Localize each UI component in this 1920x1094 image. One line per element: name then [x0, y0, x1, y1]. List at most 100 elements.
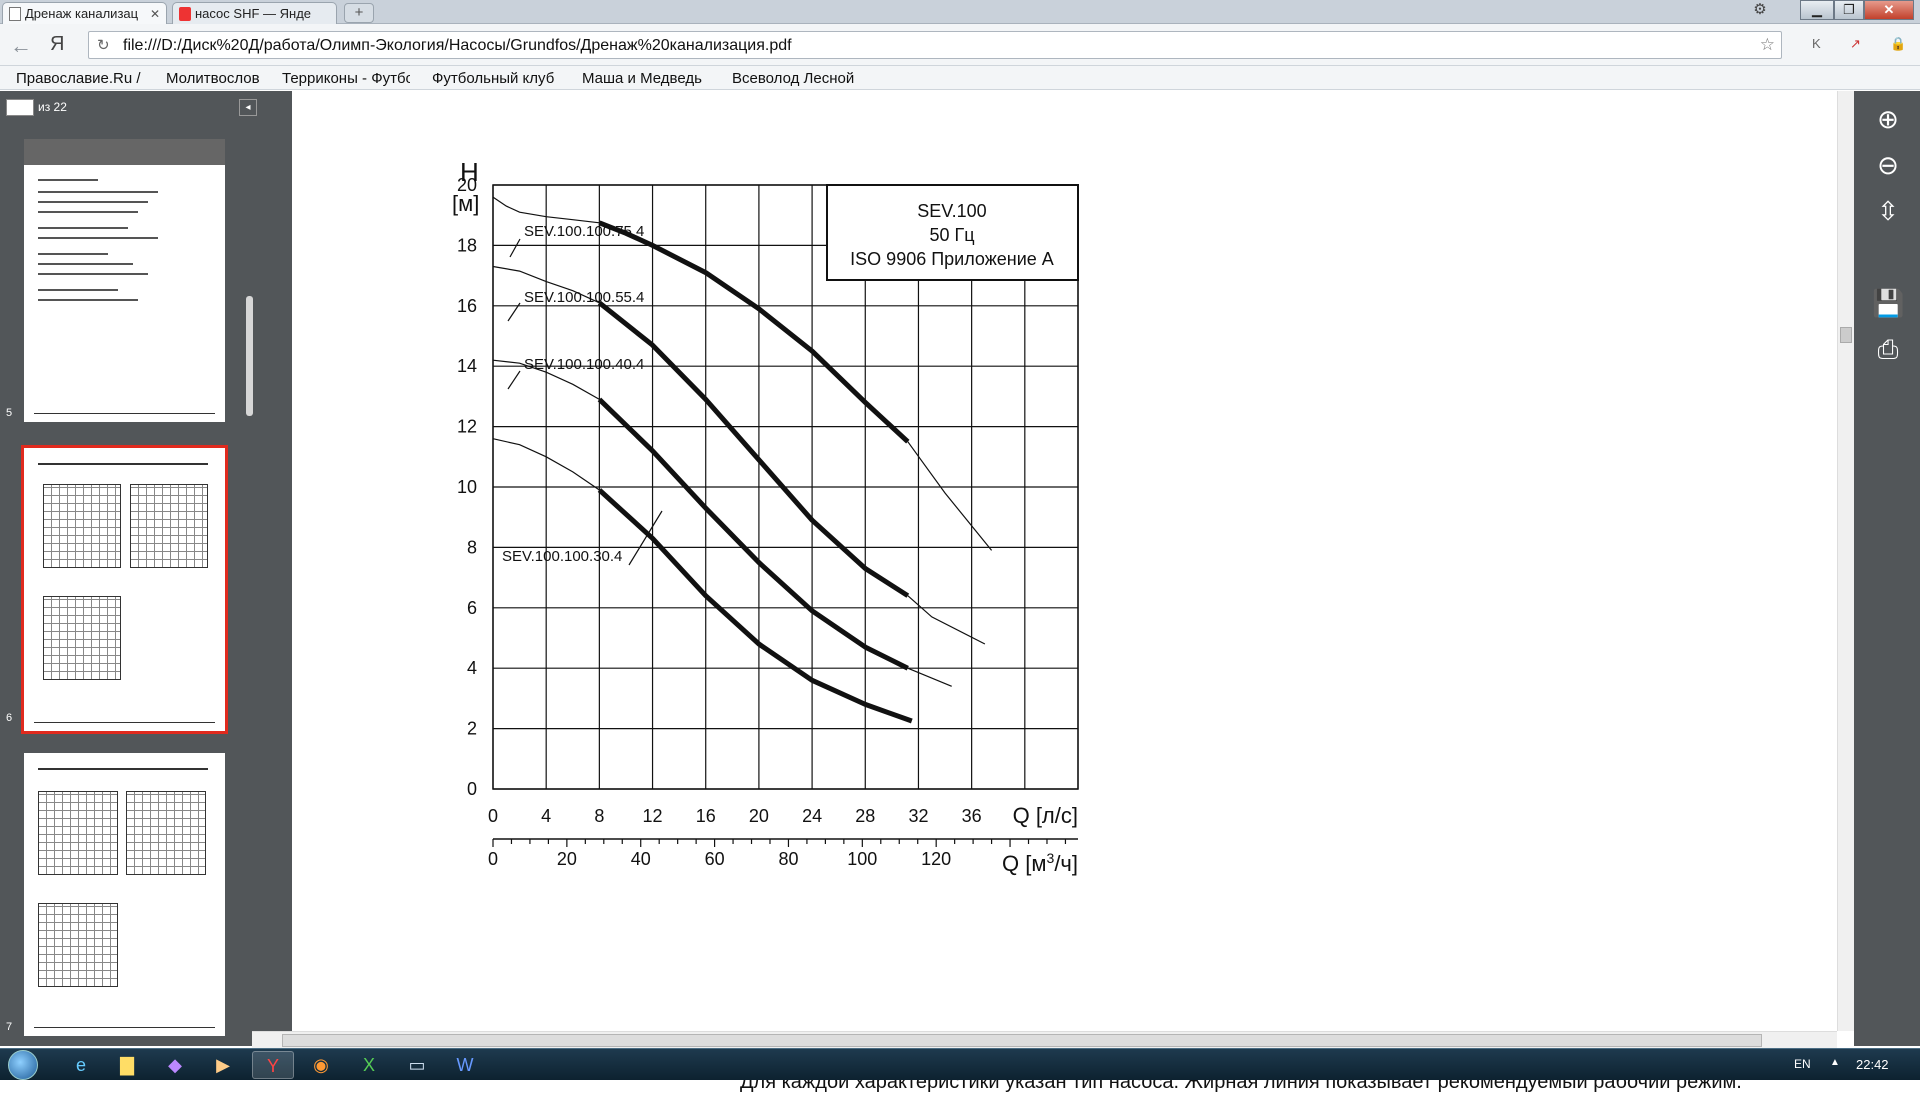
- page-number-input[interactable]: [6, 99, 34, 116]
- fit-page-icon[interactable]: ⇳: [1877, 196, 1899, 226]
- curve-tail-SEV.100.100.40.4: [907, 667, 952, 687]
- series-leader-line: [509, 238, 521, 258]
- series-label: SEV.100.100.30.4: [502, 548, 622, 565]
- word-icon[interactable]: W: [456, 1055, 474, 1075]
- bookmarks-bar: Православие.Ru / Молитвослов Терриконы -…: [0, 66, 1920, 90]
- thumbnail-number: 6: [6, 712, 13, 724]
- explorer-folder-icon[interactable]: ▇: [120, 1055, 134, 1075]
- back-arrow-icon[interactable]: ←: [10, 33, 32, 58]
- series-leader-line: [628, 510, 663, 566]
- save-icon[interactable]: 💾: [1872, 288, 1905, 318]
- extension-k-icon[interactable]: K: [1812, 36, 1821, 51]
- collapse-sidebar-icon[interactable]: ◂: [239, 99, 257, 116]
- firefox-icon[interactable]: ◉: [313, 1055, 329, 1075]
- bookmark-masha[interactable]: Маша и Медведь: [582, 70, 702, 87]
- close-window-button[interactable]: ✕: [1864, 0, 1914, 20]
- page-count-label: из 22: [38, 100, 67, 114]
- menu-icon[interactable]: 🔒: [1890, 36, 1907, 51]
- yandex-browser-taskbar-icon[interactable]: Y: [252, 1051, 294, 1079]
- x-tick-label-m3h: 100: [847, 849, 877, 869]
- sidebar-scrollbar[interactable]: [246, 296, 253, 416]
- curve-tail-SEV.100.100.55.4: [907, 595, 986, 645]
- yandex-icon: [179, 6, 191, 21]
- curve-bold-SEV.100.100.40.4: [597, 397, 909, 671]
- document-viewport: SEV.100.100.75.4 SEV.100.100.55.4 SEV.100.…: [292, 91, 1846, 1093]
- pdf-page: SEV.100.100.75.4 SEV.100.100.55.4 SEV.100.…: [292, 91, 1846, 1093]
- page-thumbnail-5[interactable]: [24, 139, 225, 422]
- zoom-out-icon[interactable]: ⊖: [1877, 150, 1899, 180]
- url-text: file:///D:/Диск%20Д/работа/Олимп-Экологи…: [123, 37, 792, 54]
- zoom-in-icon[interactable]: ⊕: [1877, 104, 1899, 134]
- horizontal-scrollbar[interactable]: [252, 1031, 1837, 1048]
- start-button-icon[interactable]: [8, 1050, 38, 1080]
- x-tick-label-m3h: 40: [631, 849, 651, 869]
- x-axis-title-ls: Q [л/с]: [1013, 803, 1078, 828]
- series-label: SEV.100.100.55.4: [524, 289, 644, 306]
- x-tick-label-ls: 8: [594, 806, 604, 826]
- x-axis-title-m3h: Q [м3/ч]: [1002, 850, 1078, 876]
- y-tick-label: 18: [457, 235, 477, 255]
- x-tick-label-ls: 16: [696, 806, 716, 826]
- address-bar[interactable]: ↻ file:///D:/Диск%20Д/работа/Олимп-Эколо…: [88, 31, 1782, 59]
- tab-close-icon[interactable]: ✕: [149, 6, 160, 21]
- plot-frame: [492, 184, 1079, 790]
- language-indicator[interactable]: EN: [1794, 1057, 1811, 1071]
- tab-strip: Дренаж канализац ✕ насос SHF — Янде + ⚙ …: [0, 0, 1920, 24]
- y-tick-label: 6: [467, 598, 477, 618]
- x-tick-label-ls: 4: [541, 806, 551, 826]
- media-player-icon[interactable]: ▶: [216, 1055, 230, 1075]
- legend-box: [826, 184, 1079, 281]
- extension-arrow-icon[interactable]: ↗: [1850, 36, 1861, 51]
- viewer-toolbar: ⊕ ⊖ ⇳ 💾 ⎙: [1854, 91, 1920, 1046]
- bookmark-star-icon[interactable]: ☆: [1759, 35, 1775, 54]
- tray-arrow-icon[interactable]: ▲: [1830, 1057, 1840, 1068]
- y-tick-label: 20: [457, 175, 477, 195]
- window-app-icon[interactable]: ▭: [408, 1055, 426, 1075]
- x-tick-label-m3h: 120: [921, 849, 951, 869]
- print-icon[interactable]: ⎙: [1877, 334, 1899, 364]
- page-thumbnail-7[interactable]: [24, 753, 225, 1036]
- x-tick-label-m3h: 80: [778, 849, 798, 869]
- legend-text: 50 Гц: [929, 225, 974, 245]
- media-app-icon[interactable]: ◆: [168, 1055, 182, 1075]
- document-icon: [9, 6, 21, 21]
- internet-explorer-icon[interactable]: e: [75, 1055, 86, 1075]
- vertical-scrollbar[interactable]: [1837, 91, 1854, 1031]
- reload-icon[interactable]: ↻: [97, 37, 110, 54]
- bookmark-terrikon[interactable]: Терриконы - Футбо: [282, 70, 410, 87]
- curve-bold-SEV.100.100.75.4: [598, 220, 910, 444]
- series-leader-line: [507, 370, 521, 390]
- new-tab-button[interactable]: +: [344, 3, 374, 23]
- taskbar-clock: 22:42: [1856, 1057, 1889, 1072]
- horizontal-scroll-thumb[interactable]: [282, 1034, 1762, 1047]
- yandex-button[interactable]: Я: [50, 33, 65, 55]
- x-tick-label-ls: 0: [488, 806, 498, 826]
- page-thumbnail-6[interactable]: [21, 445, 228, 734]
- curve-thin-SEV.100.100.40.4: [492, 359, 600, 400]
- taskbar: e ▇ ◆ ▶ Y ◉ X ▭ W EN ▲ 22:42: [0, 1048, 1920, 1080]
- x-tick-label-ls: 32: [908, 806, 928, 826]
- pump-curve-chart: SEV.100.100.75.4 SEV.100.100.55.4 SEV.100.…: [452, 157, 1079, 876]
- legend-text: SEV.100: [917, 201, 986, 221]
- y-tick-label: 16: [457, 296, 477, 316]
- curve-bold-SEV.100.100.55.4: [597, 300, 910, 598]
- tab-label: насос SHF — Янде: [195, 6, 312, 21]
- thumbnail-number: 7: [6, 1021, 13, 1033]
- minimize-button[interactable]: ▁: [1800, 0, 1834, 20]
- bookmark-pravoslavie[interactable]: Православие.Ru /: [16, 70, 141, 87]
- bookmark-molitvoslov[interactable]: Молитвослов: [166, 70, 260, 87]
- curve-thin-SEV.100.100.75.4: [492, 196, 600, 224]
- x-tick-label-ls: 12: [643, 806, 663, 826]
- bookmark-football-club[interactable]: Футбольный клуб: [432, 70, 555, 87]
- maximize-button[interactable]: ❐: [1834, 0, 1864, 20]
- tab-pdf[interactable]: Дренаж канализац ✕: [2, 2, 167, 24]
- settings-gear-icon[interactable]: ⚙: [1753, 1, 1767, 18]
- x-tick-label-m3h: 60: [705, 849, 725, 869]
- curve-bold-SEV.100.100.30.4: [597, 488, 913, 724]
- excel-icon[interactable]: X: [362, 1055, 375, 1075]
- tab-yandex-search[interactable]: насос SHF — Янде: [172, 2, 337, 24]
- series-leader-line: [507, 302, 521, 322]
- vertical-scroll-thumb[interactable]: [1840, 327, 1852, 343]
- bookmark-vsevolod[interactable]: Всеволод Лесной: [732, 70, 855, 87]
- y-tick-label: 2: [467, 719, 477, 739]
